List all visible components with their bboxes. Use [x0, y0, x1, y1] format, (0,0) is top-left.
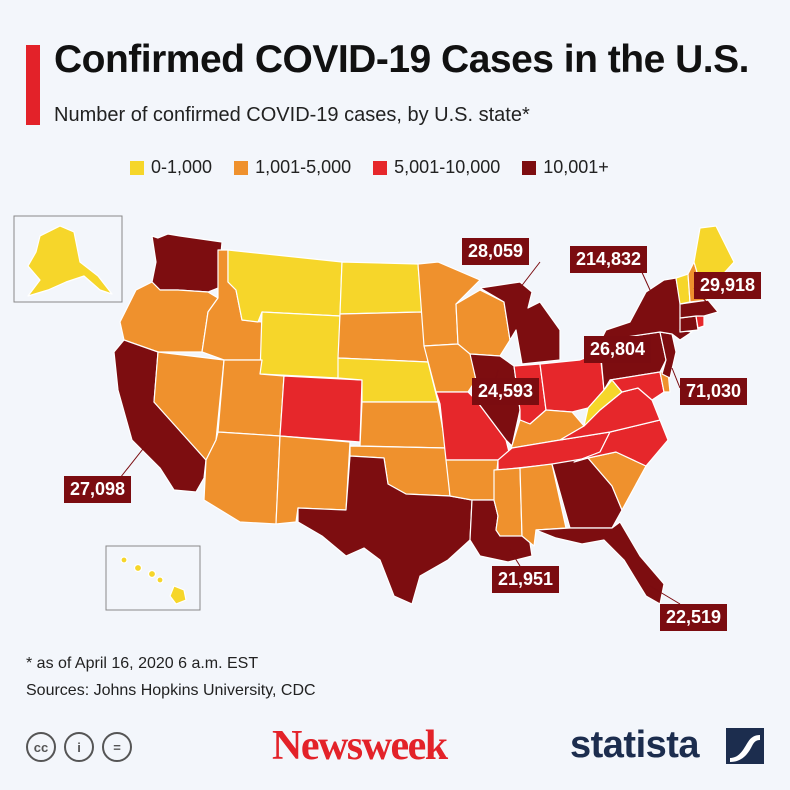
legend-item: 1,001-5,000: [234, 157, 351, 178]
callout-la: 21,951: [492, 566, 560, 593]
legend: 0-1,000 1,001-5,000 5,001-10,000 10,001+: [130, 157, 609, 178]
state-nc: [573, 419, 669, 467]
state-az: [203, 431, 281, 525]
hawaii-inset-frame: [105, 545, 201, 611]
callout-pa: 26,804: [584, 336, 652, 363]
legend-item: 10,001+: [522, 157, 609, 178]
newsweek-logo: Newsweek: [272, 723, 448, 769]
state-ar: [445, 459, 499, 501]
noderivs-icon: =: [102, 732, 132, 762]
state-wi: [455, 289, 511, 357]
callout-leader-line: [509, 549, 521, 567]
callout-nj: 71,030: [680, 378, 748, 405]
footnote-sources: Sources: Johns Hopkins University, CDC: [26, 682, 316, 699]
legend-swatch: [130, 160, 144, 175]
callout-ny: 214,832: [570, 246, 648, 273]
page-subtitle: Number of confirmed COVID-19 cases, by U…: [54, 104, 530, 126]
state-ks: [359, 401, 447, 449]
legend-swatch: [234, 160, 249, 175]
callout-fl: 22,519: [660, 604, 728, 631]
state-ms: [493, 467, 523, 537]
legend-label: 1,001-5,000: [255, 157, 352, 177]
attribution-icon: i: [64, 732, 94, 762]
state-ri: [695, 315, 705, 329]
legend-label: 5,001-10,000: [394, 157, 501, 177]
license-icons: cc i =: [26, 732, 132, 762]
alaska-inset-frame: [13, 215, 123, 303]
callout-leader-line: [519, 261, 541, 289]
state-mt: [227, 249, 343, 323]
statista-logo-mark-icon: [726, 728, 764, 764]
statista-logo: statista: [570, 724, 700, 766]
legend-label: 0-1,000: [151, 157, 213, 177]
callout-ma: 29,918: [694, 272, 762, 299]
state-sd: [337, 311, 429, 363]
cc-icon: cc: [26, 732, 56, 762]
state-ak: [27, 225, 113, 297]
legend-item: 0-1,000: [130, 157, 212, 178]
state-mi: [479, 281, 561, 365]
legend-swatch: [522, 160, 537, 175]
state-co: [279, 375, 363, 443]
page-title: Confirmed COVID-19 Cases in the U.S.: [54, 38, 750, 81]
state-wy: [259, 311, 341, 379]
state-tx: [297, 455, 473, 605]
callout-leader-line: [671, 367, 681, 389]
callout-leader-line: [495, 369, 499, 379]
callout-mi: 24,593: [472, 378, 540, 405]
callout-leader-line: [119, 439, 151, 479]
legend-item: 5,001-10,000: [373, 157, 500, 178]
callout-il: 28,059: [462, 238, 530, 265]
legend-swatch: [373, 160, 388, 175]
state-nd: [339, 261, 423, 315]
callout-leader-line: [649, 585, 681, 605]
state-ct: [679, 315, 699, 333]
state-wa: [151, 233, 223, 293]
callout-ca: 27,098: [64, 476, 132, 503]
legend-label: 10,001+: [543, 157, 609, 177]
title-accent-bar: [26, 45, 40, 125]
state-hi: [120, 556, 187, 605]
footnote-date: * as of April 16, 2020 6 a.m. EST: [26, 655, 259, 672]
